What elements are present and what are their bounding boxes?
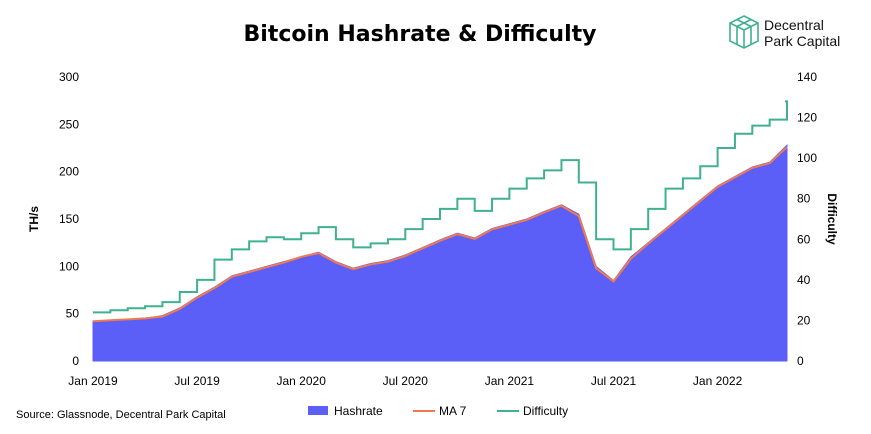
y-left-tick-label: 50	[66, 307, 80, 321]
x-tick-label: Jan 2019	[68, 374, 118, 388]
x-tick-label: Jul 2021	[591, 374, 637, 388]
legend-item: Hashrate	[308, 404, 383, 418]
legend-item: Difficulty	[497, 404, 568, 418]
legend-label: Hashrate	[334, 404, 383, 418]
y-left-tick-label: 200	[59, 165, 79, 179]
legend-label: MA 7	[439, 404, 467, 418]
y-left-axis-title: TH/s	[27, 206, 41, 232]
legend-item: MA 7	[413, 404, 467, 418]
y-right-tick-label: 120	[797, 111, 817, 125]
chart-title: Bitcoin Hashrate & Difficulty	[243, 22, 597, 47]
legend-label: Difficulty	[523, 404, 568, 418]
legend-swatch	[308, 406, 328, 415]
difficulty-line	[92, 100, 788, 314]
y-left-tick-label: 0	[72, 354, 79, 368]
y-right-tick-label: 20	[797, 313, 811, 327]
y-right-tick-label: 80	[797, 192, 811, 206]
brand-name: Decentral Park Capital	[764, 17, 841, 49]
ma7-line	[92, 146, 788, 323]
difficulty-series-line	[93, 100, 788, 314]
legend: Hashrate MA 7 Difficulty	[308, 404, 568, 418]
y-right-tick-label: 100	[797, 151, 817, 165]
axes: 0 50 100 150 200 250 300 0 20 40 60 80 100 120 140 Jan …	[27, 70, 839, 388]
y-left-tick-label: 150	[59, 212, 79, 226]
y-right-tick-label: 140	[797, 70, 817, 84]
source-note: Source: Glassnode, Decentral Park Capita…	[16, 409, 226, 421]
x-tick-label: Jan 2020	[277, 374, 327, 388]
decentral-park-capital-logo	[729, 15, 759, 49]
y-right-tick-label: 40	[797, 273, 811, 287]
y-left-tick-label: 250	[59, 117, 79, 131]
y-right-tick-label: 0	[797, 354, 804, 368]
x-tick-label: Jul 2019	[174, 374, 220, 388]
x-tick-label: Jan 2021	[485, 374, 535, 388]
x-tick-label: Jan 2022	[693, 374, 743, 388]
x-tick-label: Jul 2020	[383, 374, 429, 388]
y-right-tick-label: 60	[797, 232, 811, 246]
y-right-axis-title: Difficulty	[825, 193, 839, 245]
y-left-tick-label: 100	[59, 259, 79, 273]
y-left-tick-label: 300	[59, 70, 79, 84]
